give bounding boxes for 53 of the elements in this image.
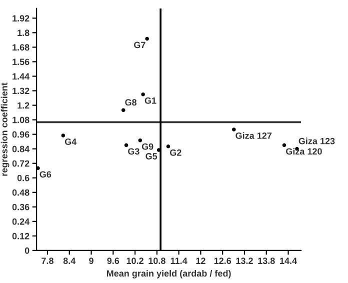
annotation: G6 [40, 171, 52, 178]
x-tick-label: 13.2 [236, 258, 253, 264]
y-tick-label: 1.68 [12, 44, 30, 51]
y-tick-label: 1.92 [12, 15, 30, 22]
y-tick-label: 1.08 [12, 116, 30, 124]
annotation: G8 [125, 99, 137, 106]
x-tick-label: 9 [89, 258, 94, 264]
point [166, 144, 170, 148]
x-tick-label: 9.6 [107, 258, 120, 264]
y-tick-label: 1.2 [18, 102, 30, 109]
x-tick-label: 7.8 [42, 258, 54, 264]
annotation: G3 [128, 148, 140, 155]
annotation: Giza 120 [286, 148, 322, 155]
x-tick-label: 12 [196, 258, 206, 264]
point [36, 166, 40, 170]
annotation: G2 [170, 149, 182, 156]
x-tick-label: 10.2 [126, 258, 144, 264]
x-tick-label: 13.8 [258, 258, 275, 264]
annotation: G9 [142, 143, 154, 150]
annotation: G4 [64, 138, 77, 145]
point [282, 143, 286, 148]
x-tick-label: 12.6 [214, 258, 232, 264]
x-tick-label: 11.4 [170, 258, 188, 264]
y-axis-title: regression coefficient [0, 82, 10, 176]
point [61, 134, 66, 138]
x-tick-label: 8.4 [63, 258, 76, 264]
point [232, 128, 236, 132]
y-tick-label: 0.12 [12, 232, 30, 240]
y-tick-label: 1.32 [12, 88, 30, 94]
point [141, 92, 145, 96]
annotation: Giza 127 [236, 132, 272, 139]
annotation: Giza 123 [298, 138, 335, 144]
y-tick-label: 0.84 [12, 146, 30, 152]
y-tick-label: 1.56 [12, 58, 30, 66]
x-tick-label: 10.8 [148, 258, 166, 264]
y-tick-label: 0.96 [12, 131, 30, 138]
y-tick-label: 0.72 [12, 160, 30, 167]
point [138, 138, 142, 142]
point [124, 143, 128, 148]
y-tick-label: 0.24 [12, 218, 30, 225]
y-tick-label: 1.8 [18, 30, 30, 36]
y-tick-label: 0.48 [12, 189, 30, 196]
y-tick-label: 0.36 [12, 204, 30, 210]
x-axis-title: Mean grain yield (ardab / fed) [106, 270, 231, 278]
point [121, 108, 126, 112]
y-tick-label: 1.44 [12, 73, 30, 80]
annotation: G1 [144, 97, 156, 104]
annotation: G5 [146, 153, 158, 160]
point [145, 36, 149, 41]
y-tick-label: 0 [24, 247, 30, 254]
y-tick-label: 0.6 [17, 174, 30, 182]
x-tick-label: 14.4 [280, 258, 297, 264]
annotation: G7 [134, 42, 146, 48]
